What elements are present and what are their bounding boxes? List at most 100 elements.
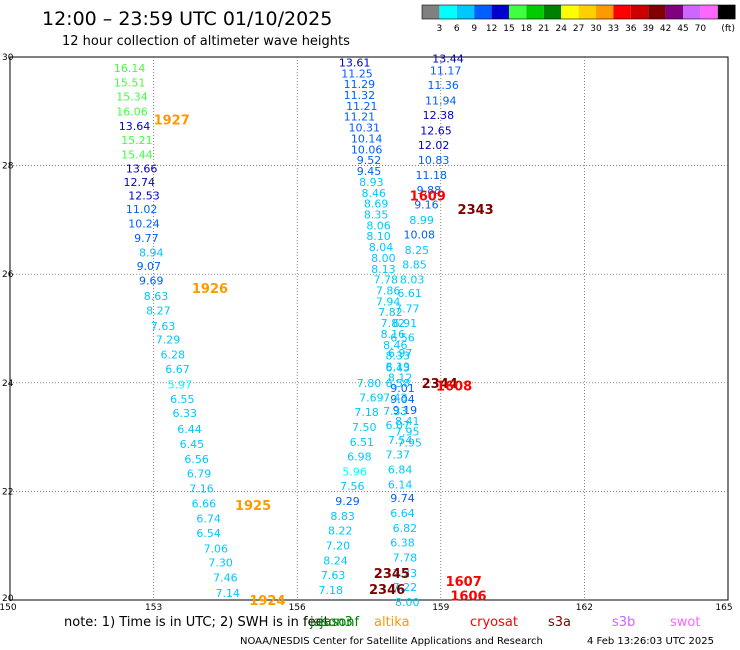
wave-height-label: 8.46 — [362, 187, 387, 200]
colorbar-legend: 3 6 9 12 15 18 21 24 27 30 33 36 39 42 45 70 — [421, 4, 736, 34]
colorbar-tick-label: 12 — [486, 24, 497, 34]
colorbar-swatch — [630, 5, 649, 19]
wave-height-label: 8.83 — [330, 510, 355, 523]
wave-height-label: 6.43 — [385, 362, 410, 375]
wave-height-label: 11.36 — [427, 79, 459, 92]
wave-height-label: 7.37 — [385, 448, 410, 461]
wave-height-label: 8.16 — [381, 328, 406, 341]
pass-time-label: 1608 — [436, 380, 472, 395]
wave-height-label: 7.50 — [352, 421, 377, 434]
wave-height-label: 6.56 — [184, 453, 209, 466]
wave-height-label: 11.21 — [346, 100, 378, 113]
pass-time-label: 2343 — [458, 203, 494, 218]
plot-frame — [9, 56, 729, 601]
colorbar-tick-label: 36 — [625, 24, 637, 34]
x-tick-label: 162 — [576, 603, 593, 613]
wave-height-label: 16.14 — [114, 62, 146, 75]
wave-height-label: 6.98 — [347, 451, 372, 464]
colorbar-tick-label: 18 — [521, 24, 533, 34]
pass-time-label: 2346 — [369, 583, 405, 598]
y-tick-label: 20 — [2, 594, 14, 604]
wave-height-label: 6.56 — [390, 332, 415, 345]
wave-height-label: 7.86 — [376, 284, 401, 297]
wave-height-label: 9.19 — [393, 404, 418, 417]
wave-height-label: 15.34 — [116, 91, 148, 104]
colorbar-tick-label: 39 — [642, 24, 654, 34]
wave-height-label: 13.66 — [126, 162, 158, 175]
wave-height-label: 8.69 — [364, 198, 389, 211]
pass-time-label: 1926 — [192, 282, 228, 297]
y-tick-label: 28 — [2, 162, 14, 172]
wave-height-label: 7.95 — [397, 437, 422, 450]
x-tick-label: 156 — [289, 603, 306, 613]
pass-time-label: 1927 — [154, 113, 190, 128]
wave-height-label: 7.80 — [357, 377, 382, 390]
wave-height-label: 6.38 — [390, 536, 415, 549]
wave-height-label: 9.74 — [390, 492, 415, 505]
satellite-legend-swot: swot — [670, 615, 700, 630]
wave-height-label: 6.28 — [160, 349, 185, 362]
wave-height-label: 8.03 — [400, 274, 425, 287]
wave-height-label: 12.38 — [423, 109, 455, 122]
pass-time-label: 1925 — [235, 499, 271, 514]
colorbar-tick-label: 9 — [471, 24, 477, 34]
y-tick-label: 26 — [2, 270, 14, 280]
colorbar-tick-label: 6 — [454, 24, 460, 34]
colorbar-tick-label: 15 — [503, 24, 514, 34]
wave-height-label: 5.97 — [168, 378, 193, 391]
wave-height-label: 8.10 — [366, 230, 391, 243]
colorbar-unit-label: (ft) — [721, 24, 735, 34]
wave-height-label: 7.06 — [204, 542, 229, 555]
wave-height-label: 8.06 — [366, 219, 391, 232]
chart-title: 12:00 – 23:59 UTC 01/10/2025 — [42, 8, 332, 30]
pass-time-label: 1607 — [446, 575, 482, 590]
wave-height-label: 7.23 — [393, 567, 418, 580]
wave-height-label: 9.16 — [414, 199, 439, 212]
colorbar-swatch — [561, 5, 579, 19]
colorbar-tick-label: 70 — [695, 24, 707, 34]
wave-height-label: 8.00 — [371, 252, 396, 265]
wave-height-label: 6.14 — [388, 478, 413, 491]
wave-height-label: 9.01 — [390, 382, 415, 395]
y-tick-label: 24 — [2, 379, 14, 389]
x-tick-label: 150 — [0, 603, 17, 613]
wave-height-label: 11.18 — [415, 169, 447, 182]
wave-height-label: 10.06 — [351, 143, 383, 156]
wave-height-label: 8.46 — [383, 339, 408, 352]
colorbar-swatch — [717, 5, 736, 19]
wave-height-label: 6.82 — [393, 522, 418, 535]
colorbar-swatch — [509, 5, 527, 19]
satellite-legend-s3b: s3b — [612, 615, 635, 630]
colorbar-swatch — [700, 5, 718, 19]
wave-height-label: 7.18 — [354, 406, 379, 419]
wave-height-label: 6.91 — [393, 317, 418, 330]
wave-height-label: 7.78 — [393, 552, 418, 565]
wave-height-label: 6.51 — [350, 436, 375, 449]
y-tick-label: 30 — [2, 53, 14, 63]
wave-height-label: 7.46 — [213, 572, 238, 585]
colorbar-tick-label: 3 — [437, 24, 443, 34]
wave-height-label: 11.21 — [344, 111, 376, 124]
wave-height-label: 8.94 — [139, 246, 164, 259]
wave-height-label: 7.63 — [151, 320, 176, 333]
colorbar-swatch — [648, 5, 666, 19]
wave-height-label: 7.22 — [393, 581, 418, 594]
wave-height-label: 9.88 — [417, 184, 442, 197]
wave-height-label: 7.82 — [378, 306, 403, 319]
colorbar-swatch — [491, 5, 509, 19]
wave-height-label: 6.97 — [388, 347, 413, 360]
satellite-legend-s3a: s3a — [548, 615, 571, 630]
colorbar-tick-label: 24 — [555, 24, 567, 34]
wave-height-label: 8.25 — [405, 244, 430, 257]
wave-height-label: 7.43 — [383, 391, 408, 404]
wave-height-label: 15.44 — [121, 149, 153, 162]
wave-height-label: 7.94 — [376, 295, 401, 308]
wave-height-label: 13.64 — [119, 120, 151, 133]
wave-height-label: 7.18 — [318, 584, 343, 597]
wave-height-label: 7.95 — [395, 426, 420, 439]
wave-height-label: 12.65 — [420, 124, 452, 137]
wave-height-label: 8.63 — [144, 290, 169, 303]
